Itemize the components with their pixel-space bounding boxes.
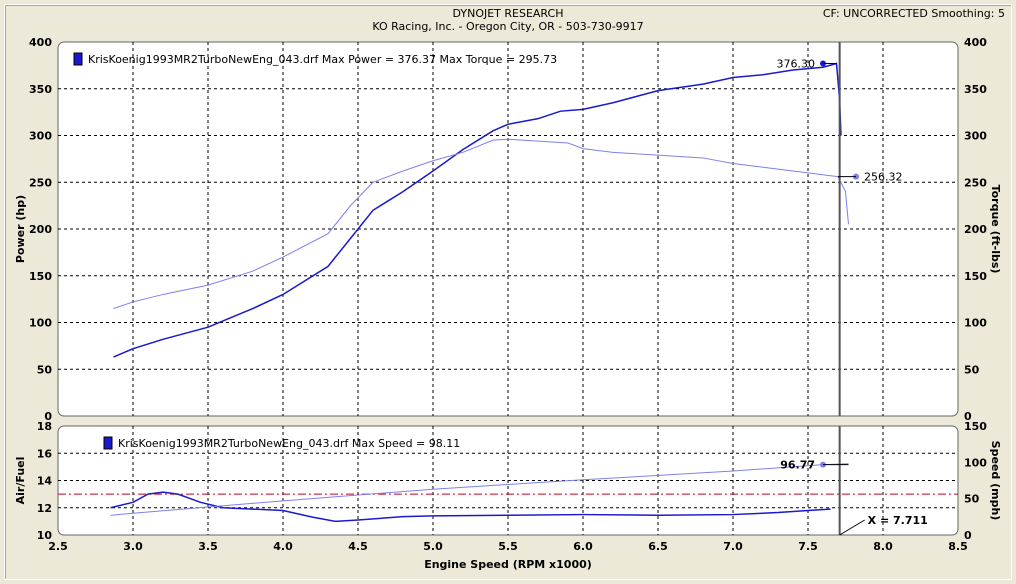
y-tick-label: 12 [37, 502, 52, 515]
y2-tick-label: 100 [964, 317, 987, 330]
status-text: CF: UNCORRECTED Smoothing: 5 [823, 7, 1005, 20]
y2-axis-label: Torque (ft-lbs) [989, 185, 1002, 274]
x-tick-label: 5.5 [498, 540, 518, 553]
x-tick-label: 2.5 [48, 540, 68, 553]
y2-tick-label: 50 [964, 363, 980, 376]
x-tick-label: 4.5 [348, 540, 368, 553]
x-tick-label: 8.5 [948, 540, 968, 553]
torque-value-label: 256.32 [864, 171, 903, 184]
y2-tick-label: 350 [964, 83, 987, 96]
x-tick-label: 5.0 [423, 540, 443, 553]
series-speed [110, 463, 849, 516]
series-power [113, 62, 842, 358]
window-frame [4, 4, 1012, 580]
y2-tick-label: 250 [964, 176, 987, 189]
y-tick-label: 14 [37, 475, 53, 488]
cursor-x-label: X = 7.711 [868, 514, 928, 527]
y-tick-label: 300 [29, 130, 52, 143]
y-tick-label: 350 [29, 83, 52, 96]
chart-title: DYNOJET RESEARCH [453, 7, 564, 20]
y-tick-label: 150 [29, 270, 52, 283]
x-tick-label: 6.0 [573, 540, 593, 553]
x-tick-label: 8.0 [873, 540, 893, 553]
x-tick-label: 4.0 [273, 540, 293, 553]
y-axis-label: Power (hp) [14, 195, 27, 263]
y2-tick-label: 0 [964, 410, 972, 423]
y2-tick-label: 400 [964, 36, 987, 49]
y-tick-label: 0 [44, 410, 52, 423]
legend-swatch [73, 52, 83, 66]
y2-tick-label: 200 [964, 223, 987, 236]
y-tick-label: 50 [37, 363, 53, 376]
y-tick-label: 10 [37, 529, 53, 542]
x-tick-label: 3.5 [198, 540, 218, 553]
y2-axis-label: Speed (mph) [989, 441, 1002, 521]
series-air-fuel [110, 491, 831, 523]
y-axis-label: Air/Fuel [14, 457, 27, 505]
x-tick-label: 6.5 [648, 540, 668, 553]
x-axis-label: Engine Speed (RPM x1000) [424, 558, 592, 571]
power-value-label: 376.30 [777, 58, 816, 71]
y-tick-label: 100 [29, 317, 52, 330]
y2-tick-label: 150 [964, 270, 987, 283]
legend-text: KrisKoenig1993MR2TurboNewEng_043.drf Max… [118, 437, 460, 450]
y2-tick-label: 0 [964, 529, 972, 542]
x-tick-label: 3.0 [123, 540, 143, 553]
y2-tick-label: 150 [964, 420, 987, 433]
legend-swatch [103, 436, 113, 450]
y-tick-label: 18 [37, 420, 52, 433]
speed-value-label: 96.77 [780, 459, 815, 472]
y-tick-label: 16 [37, 447, 53, 460]
y2-tick-label: 100 [964, 456, 987, 469]
x-tick-label: 7.5 [798, 540, 818, 553]
y-tick-label: 400 [29, 36, 52, 49]
y2-tick-label: 50 [964, 493, 980, 506]
y-tick-label: 200 [29, 223, 52, 236]
cursor-leader [839, 519, 865, 536]
legend-text: KrisKoenig1993MR2TurboNewEng_043.drf Max… [88, 53, 557, 66]
x-tick-label: 7.0 [723, 540, 743, 553]
y2-tick-label: 300 [964, 130, 987, 143]
chart-subtitle: KO Racing, Inc. - Oregon City, OR - 503-… [372, 20, 643, 33]
series-torque [113, 138, 849, 309]
y-tick-label: 250 [29, 176, 52, 189]
